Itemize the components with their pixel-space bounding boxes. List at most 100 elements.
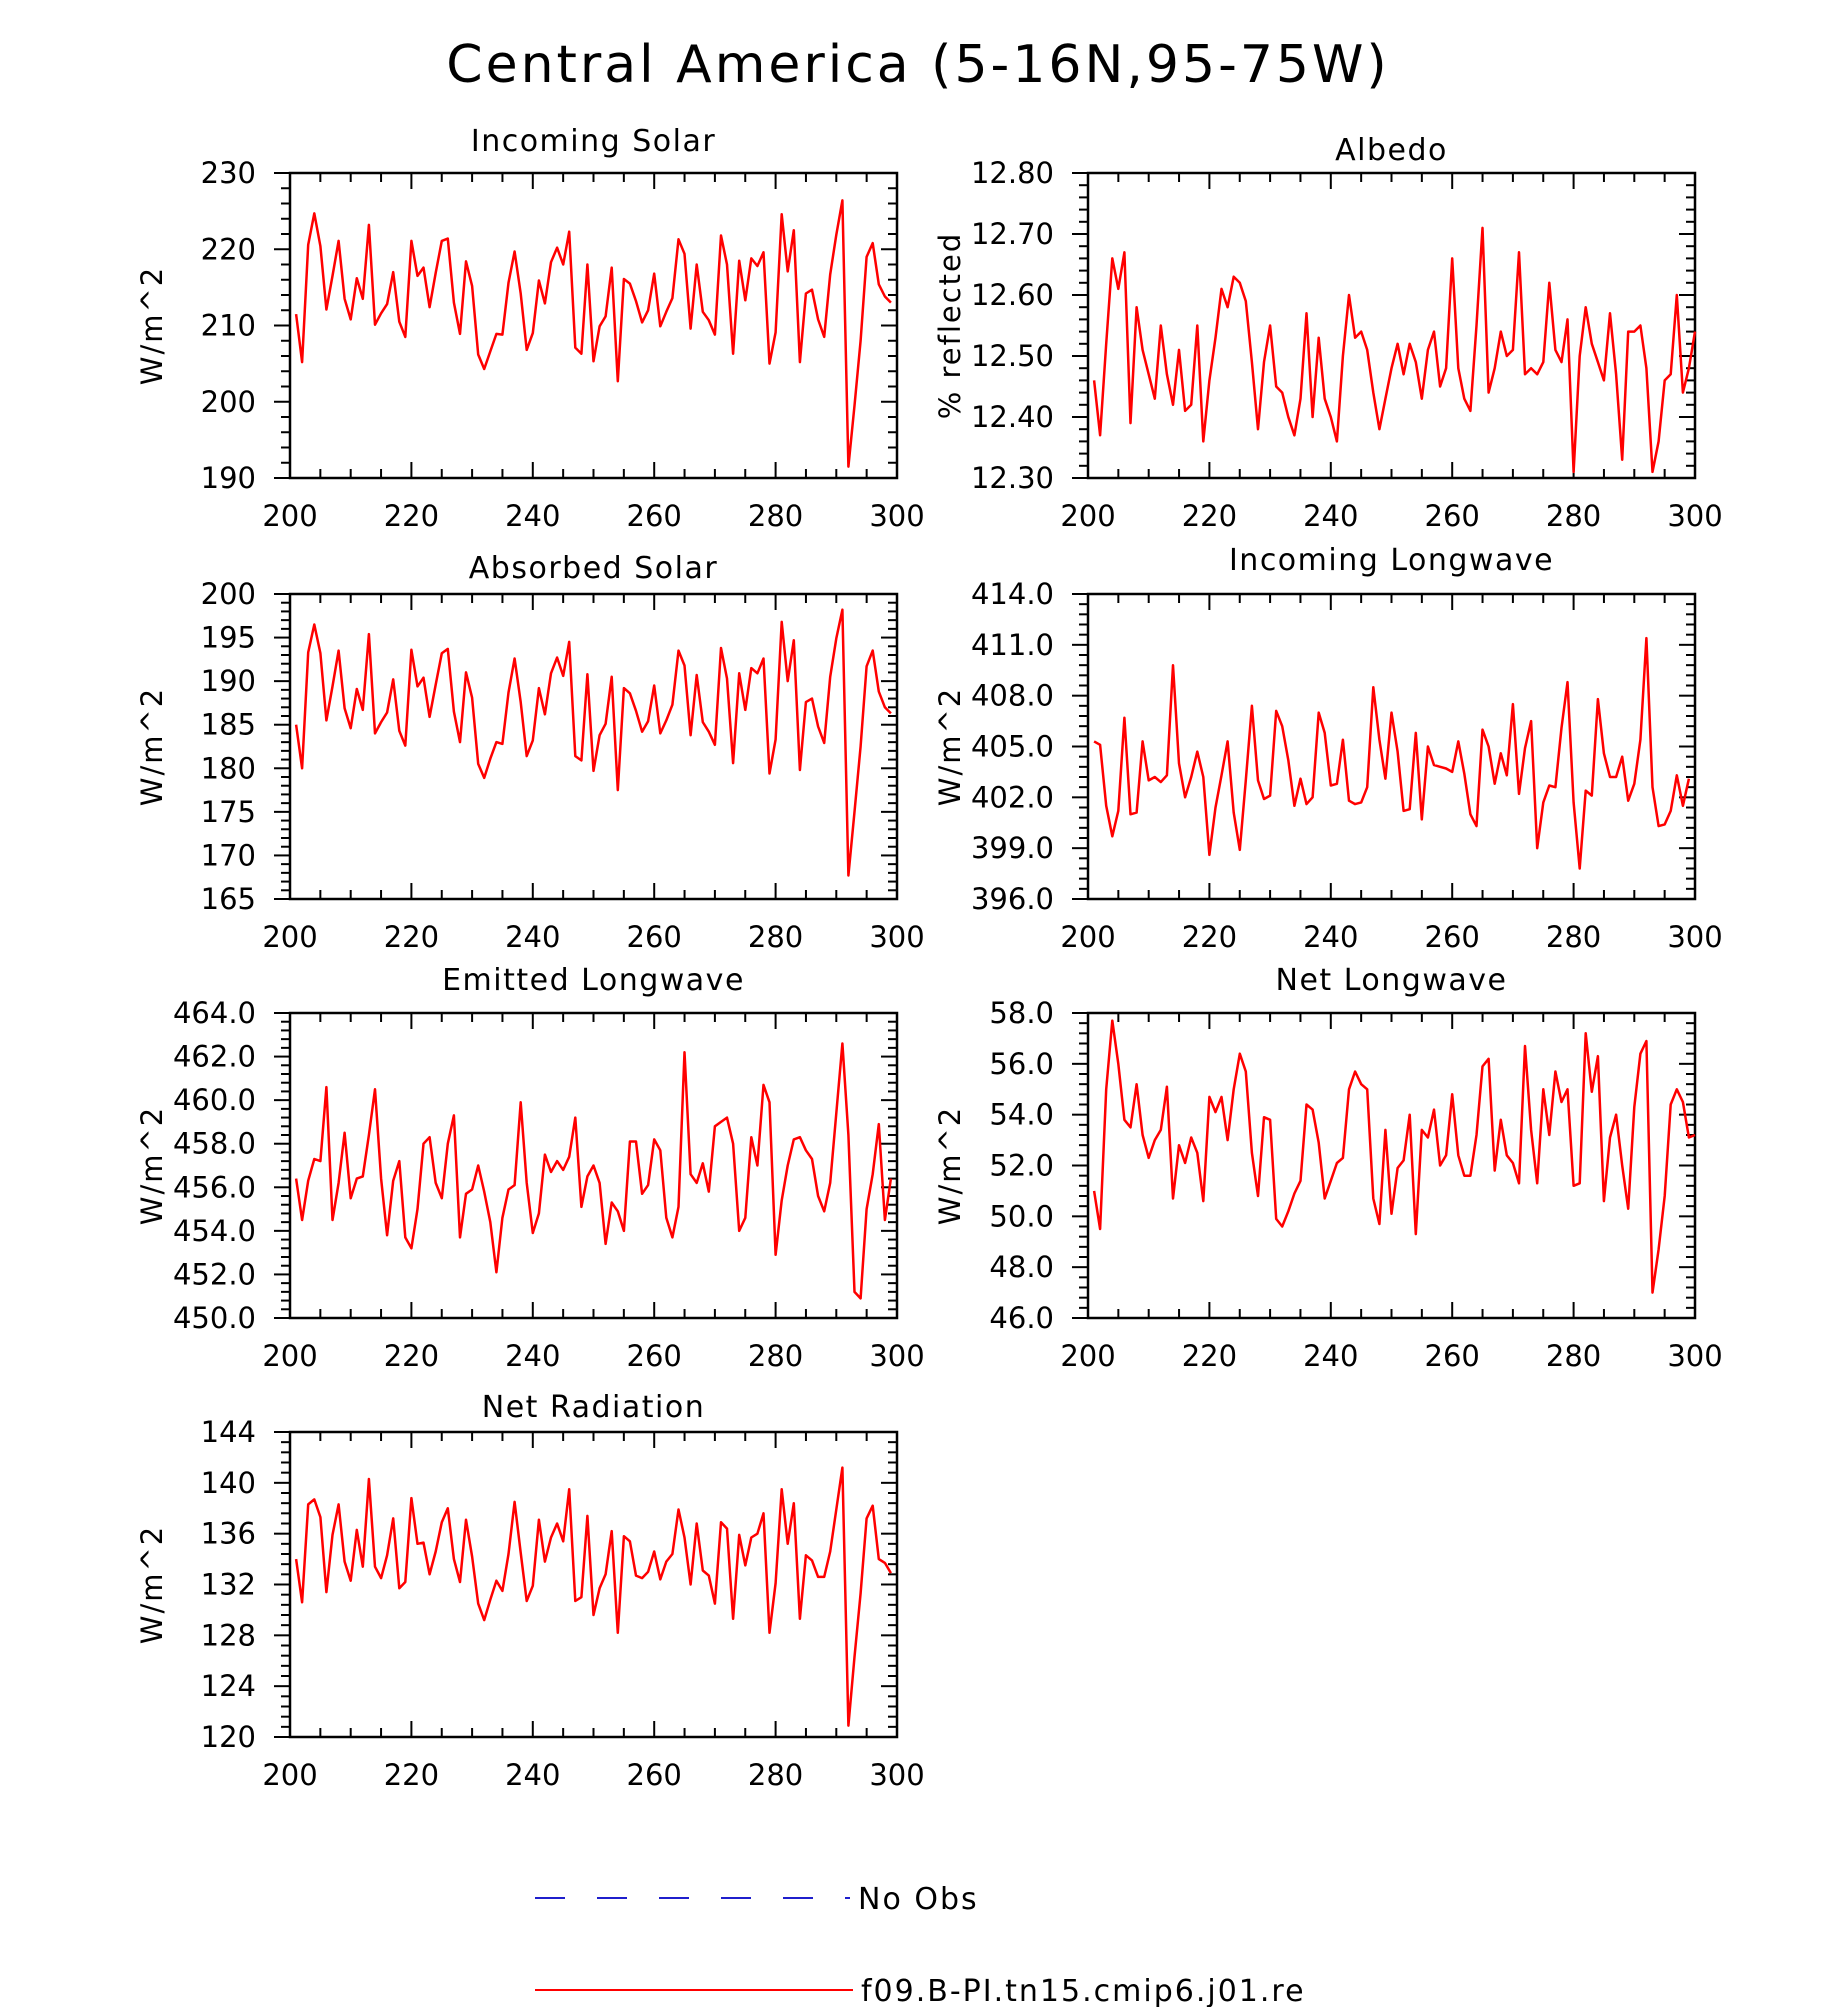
- y-tick-label: 185: [201, 708, 256, 742]
- x-tick-label: 220: [384, 920, 439, 954]
- x-tick-label: 200: [1060, 499, 1115, 533]
- y-tick-label: 190: [201, 461, 256, 495]
- y-tick-label: 12.30: [971, 461, 1054, 495]
- y-tick-label: 12.40: [971, 400, 1054, 434]
- y-tick-label: 128: [201, 1618, 256, 1652]
- y-tick-label: 50.0: [989, 1199, 1054, 1233]
- series-line: [1092, 1019, 1696, 1294]
- x-tick-label: 240: [1303, 1339, 1358, 1373]
- panel-net-radiation: Net Radiation W/m^2 200 220 240 260 280 300 12…: [135, 1390, 925, 1792]
- plot-frame: [1086, 1011, 1697, 1320]
- y-tick-label: 120: [201, 1720, 256, 1754]
- y-axis-label: W/m^2: [135, 1106, 169, 1225]
- x-tick-label: 220: [1182, 920, 1237, 954]
- x-tick-label: 300: [1667, 499, 1722, 533]
- legend-label-model: f09.B-PI.tn15.cmip6.j01.re: [861, 1974, 1306, 2007]
- x-tick-label: 260: [1425, 1339, 1480, 1373]
- x-tick-label: 220: [384, 1758, 439, 1792]
- y-tick-label: 200: [201, 577, 256, 611]
- y-axis-label: W/m^2: [933, 1106, 967, 1225]
- x-tick-label: 220: [384, 1339, 439, 1373]
- x-tick-label: 200: [262, 1339, 317, 1373]
- y-tick-label: 12.60: [971, 278, 1054, 312]
- x-tick-label: 300: [869, 1339, 924, 1373]
- y-tick-label: 405.0: [971, 730, 1054, 764]
- y-tick-label: 52.0: [989, 1149, 1054, 1183]
- panel-title: Absorbed Solar: [469, 551, 718, 586]
- x-tick-label: 200: [1060, 920, 1115, 954]
- y-tick-label: 230: [201, 156, 256, 190]
- x-tick-label: 220: [1182, 1339, 1237, 1373]
- x-tick-label: 300: [869, 1758, 924, 1792]
- y-axis-label: W/m^2: [135, 266, 169, 385]
- panel-title: Net Radiation: [482, 1390, 706, 1425]
- series-line: [294, 199, 892, 468]
- x-tick-label: 260: [1425, 499, 1480, 533]
- y-tick-label: 140: [201, 1466, 256, 1500]
- y-tick-label: 411.0: [971, 628, 1054, 662]
- panel-albedo: Albedo % reflected 200 220 240 260 280 300 12.…: [933, 133, 1723, 533]
- panel-net-longwave: Net Longwave W/m^2 200 220 240 260 280 300 46.…: [933, 963, 1723, 1373]
- x-tick-label: 200: [1060, 1339, 1115, 1373]
- x-tick-label: 280: [748, 920, 803, 954]
- series-line: [294, 1466, 892, 1727]
- x-tick-label: 280: [1546, 920, 1601, 954]
- y-axis-label: % reflected: [933, 232, 967, 420]
- y-tick-label: 454.0: [173, 1214, 256, 1248]
- plot-frame: [288, 592, 899, 901]
- x-tick-label: 240: [505, 1758, 560, 1792]
- legend-label-no-obs: No Obs: [858, 1882, 979, 1917]
- panel-incoming-longwave: Incoming Longwave W/m^2 200 220 240 260 280 3…: [933, 543, 1723, 954]
- series-line: [294, 1042, 893, 1300]
- plot-frame: [288, 171, 899, 480]
- x-tick-label: 200: [262, 499, 317, 533]
- panel-absorbed-solar: Absorbed Solar W/m^2 200 220 240 260 280 300 1…: [135, 551, 925, 954]
- y-tick-label: 458.0: [173, 1127, 256, 1161]
- y-tick-label: 170: [201, 838, 256, 872]
- y-tick-label: 452.0: [173, 1257, 256, 1291]
- y-tick-label: 190: [201, 664, 256, 698]
- series-line: [294, 608, 892, 877]
- x-tick-label: 240: [1303, 920, 1358, 954]
- y-tick-label: 195: [201, 621, 256, 655]
- x-tick-label: 260: [1425, 920, 1480, 954]
- x-tick-label: 280: [748, 499, 803, 533]
- x-tick-label: 220: [384, 499, 439, 533]
- y-tick-label: 200: [201, 385, 256, 419]
- y-tick-label: 210: [201, 309, 256, 343]
- x-tick-label: 300: [1667, 1339, 1722, 1373]
- x-tick-label: 240: [505, 499, 560, 533]
- panel-incoming-solar: Incoming Solar W/m^2 200 220 240 260 280 300 1…: [135, 124, 925, 533]
- y-axis-label: W/m^2: [933, 687, 967, 806]
- y-tick-label: 48.0: [989, 1250, 1054, 1284]
- y-axis-label: W/m^2: [135, 1525, 169, 1644]
- y-tick-label: 464.0: [173, 996, 256, 1030]
- y-tick-label: 132: [201, 1568, 256, 1602]
- series-line: [1093, 636, 1691, 870]
- y-tick-label: 56.0: [989, 1047, 1054, 1081]
- x-tick-label: 240: [505, 920, 560, 954]
- y-tick-label: 54.0: [989, 1098, 1054, 1132]
- y-tick-label: 180: [201, 751, 256, 785]
- y-tick-label: 12.70: [971, 217, 1054, 251]
- y-tick-label: 175: [201, 795, 256, 829]
- y-tick-label: 396.0: [971, 882, 1054, 916]
- x-tick-label: 280: [1546, 1339, 1601, 1373]
- panel-title: Emitted Longwave: [442, 963, 745, 998]
- x-tick-label: 200: [262, 1758, 317, 1792]
- x-tick-label: 260: [627, 499, 682, 533]
- legend: No Obs f09.B-PI.tn15.cmip6.j01.re: [535, 1882, 1306, 2007]
- figure-title: Central America (5-16N,95-75W): [446, 35, 1389, 95]
- y-tick-label: 414.0: [971, 577, 1054, 611]
- y-tick-label: 408.0: [971, 679, 1054, 713]
- y-tick-label: 136: [201, 1517, 256, 1551]
- x-tick-label: 260: [627, 1758, 682, 1792]
- x-tick-label: 220: [1182, 499, 1237, 533]
- panel-emitted-longwave: Emitted Longwave W/m^2 200 220 240 260 280 30…: [135, 963, 925, 1373]
- plot-frame: [1086, 171, 1697, 480]
- y-tick-label: 46.0: [989, 1301, 1054, 1335]
- y-tick-label: 462.0: [173, 1040, 256, 1074]
- panel-title: Net Longwave: [1276, 963, 1508, 998]
- y-tick-label: 402.0: [971, 780, 1054, 814]
